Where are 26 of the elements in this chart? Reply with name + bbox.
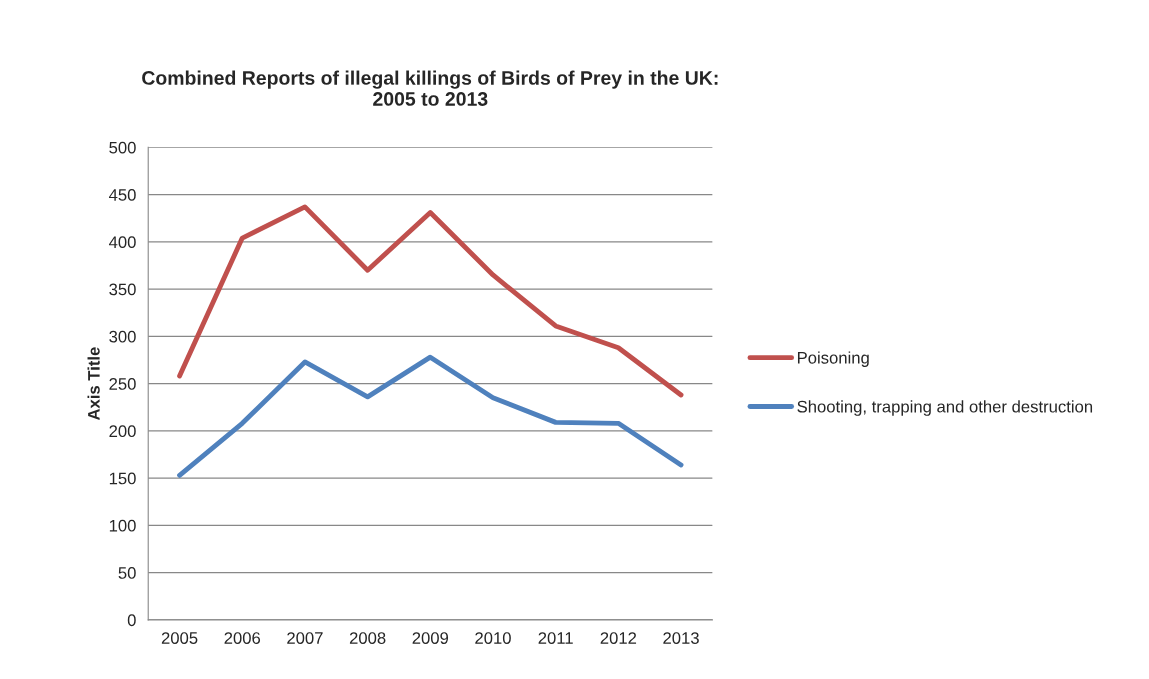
x-tick-label: 2005 bbox=[161, 632, 198, 644]
x-tick-label: 2007 bbox=[287, 632, 323, 644]
x-tick-label: 2010 bbox=[475, 632, 511, 644]
y-axis-title: Axis Title bbox=[87, 347, 100, 421]
legend-label: Shooting, trapping and other destruction bbox=[797, 400, 1093, 416]
y-tick-label: 50 bbox=[118, 567, 136, 579]
y-tick-label: 450 bbox=[108, 189, 136, 201]
y-tick-label: 150 bbox=[109, 472, 136, 485]
x-tick-label: 2011 bbox=[538, 632, 573, 644]
chart-title: Combined Reports of illegal killings of Birds of Prey in the UK: 2005 to 2013 bbox=[142, 70, 718, 106]
y-tick-label: 300 bbox=[109, 330, 136, 343]
x-tick-label: 2009 bbox=[412, 632, 449, 644]
y-tick-label: 0 bbox=[127, 614, 136, 627]
y-tick-label: 200 bbox=[109, 425, 136, 438]
x-tick-label: 2006 bbox=[224, 632, 261, 644]
y-tick-label: 350 bbox=[109, 283, 136, 296]
line-series bbox=[177, 204, 684, 398]
y-tick-label: 500 bbox=[109, 141, 136, 154]
y-tick-label: 400 bbox=[108, 236, 136, 249]
legend-label: Poisoning bbox=[797, 351, 869, 367]
y-tick-label: 100 bbox=[109, 519, 136, 532]
x-tick-label: 2012 bbox=[600, 632, 637, 644]
x-tick-label: 2013 bbox=[663, 632, 699, 644]
x-tick-label: 2008 bbox=[349, 632, 386, 644]
line-series bbox=[177, 354, 684, 478]
y-tick-label: 250 bbox=[109, 378, 136, 390]
